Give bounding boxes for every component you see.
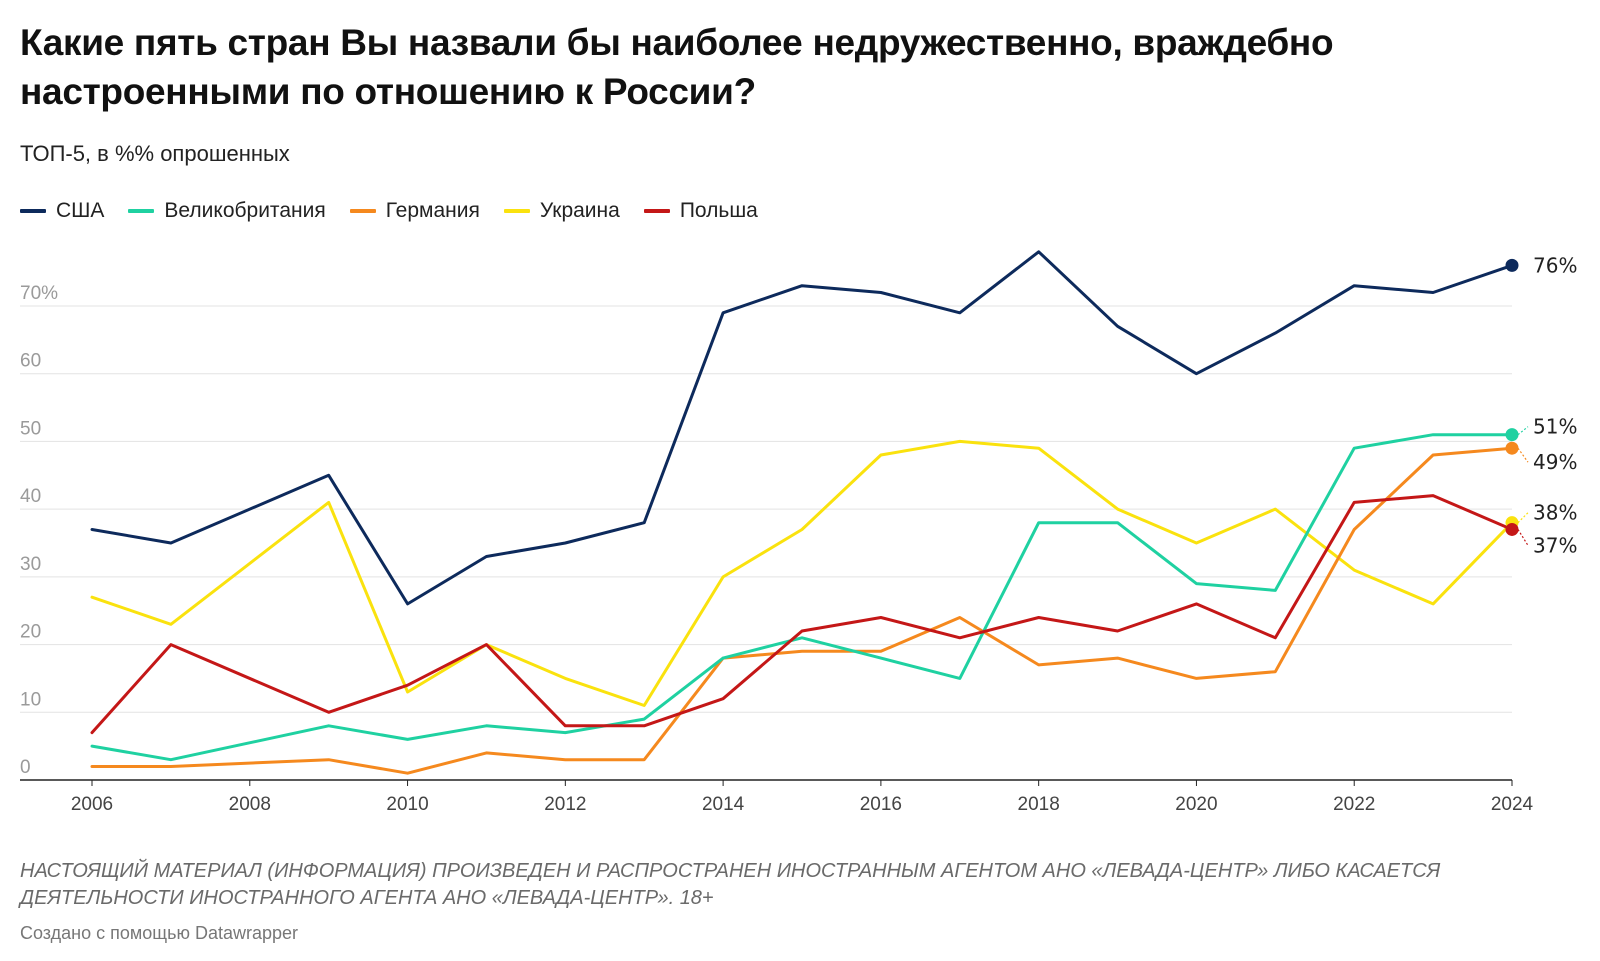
x-tick-label: 2020 xyxy=(1175,794,1217,815)
end-label-leader-4 xyxy=(1517,529,1529,546)
legend-item-usa: США xyxy=(20,199,104,223)
series-line-3 xyxy=(90,439,1514,707)
end-value-label-1: 51% xyxy=(1533,415,1577,439)
legend-swatch xyxy=(349,209,376,213)
x-tick-label: 2014 xyxy=(702,794,745,815)
legend-swatch xyxy=(503,209,530,213)
legend-swatch xyxy=(128,209,155,213)
y-tick-label: 10 xyxy=(20,689,41,710)
y-tick-label: 50 xyxy=(20,418,41,439)
foreign-agent-notice: НАСТОЯЩИЙ МАТЕРИАЛ (ИНФОРМАЦИЯ) ПРОИЗВЕД… xyxy=(20,860,1441,909)
series-line-0 xyxy=(90,250,1514,606)
x-tick-label: 2008 xyxy=(229,794,271,815)
x-tick-label: 2012 xyxy=(544,794,586,815)
end-value-label-2: 49% xyxy=(1533,450,1577,474)
end-marker-2 xyxy=(1505,441,1519,455)
legend: США Великобритания Германия Украина Поль… xyxy=(20,199,782,223)
legend-item-uk: Великобритания xyxy=(128,199,326,223)
end-label-leader-2 xyxy=(1517,447,1529,463)
legend-item-germany: Германия xyxy=(349,199,480,223)
end-value-label-3: 38% xyxy=(1533,501,1577,525)
legend-label: Великобритания xyxy=(164,199,326,222)
y-tick-label: 30 xyxy=(20,554,41,575)
end-value-label-0: 76% xyxy=(1533,253,1577,277)
x-tick-label: 2010 xyxy=(386,794,428,815)
legend-swatch xyxy=(643,209,670,213)
legend-label: Германия xyxy=(385,199,480,222)
end-marker-1 xyxy=(1505,428,1519,442)
x-tick-label: 2018 xyxy=(1018,794,1060,815)
chart-title: Какие пять стран Вы назвали бы наиболее … xyxy=(20,22,1334,112)
datawrapper-credit: Создано с помощью Datawrapper xyxy=(20,923,299,943)
y-tick-label: 60 xyxy=(20,351,41,372)
series-line-4 xyxy=(90,494,1514,735)
x-tick-label: 2022 xyxy=(1333,794,1375,815)
y-tick-label: 70% xyxy=(20,283,58,304)
x-tick-label: 2016 xyxy=(860,794,902,815)
end-marker-0 xyxy=(1505,258,1519,272)
y-tick-label: 0 xyxy=(20,757,31,778)
y-tick-label: 40 xyxy=(20,486,41,507)
chart-subtitle: ТОП-5, в %% опрошенных xyxy=(20,141,290,166)
end-label-leader-3 xyxy=(1517,512,1529,524)
x-tick-label: 2024 xyxy=(1491,794,1534,815)
legend-item-poland: Польша xyxy=(643,199,758,223)
series-line-2 xyxy=(90,446,1514,775)
line-chart: 0 10 20 30 40 50 60 70% 2006 2008 2010 2012 2014 2016… xyxy=(20,250,1577,815)
legend-label: США xyxy=(56,199,105,222)
y-tick-label: 20 xyxy=(20,622,41,643)
legend-label: Польша xyxy=(679,199,758,222)
legend-swatch xyxy=(20,209,46,213)
legend-label: Украина xyxy=(539,199,620,222)
legend-item-ukraine: Украина xyxy=(503,199,620,223)
end-value-label-4: 37% xyxy=(1533,533,1577,557)
x-tick-label: 2006 xyxy=(71,794,113,815)
end-label-leader-1 xyxy=(1517,426,1529,436)
series-line-1 xyxy=(90,433,1514,762)
end-marker-4 xyxy=(1505,522,1519,536)
